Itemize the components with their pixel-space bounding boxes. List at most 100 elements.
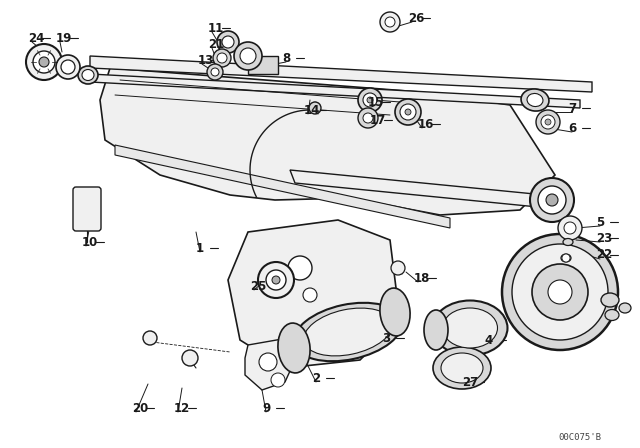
Text: 14: 14 [304,103,321,116]
Circle shape [512,244,608,340]
Circle shape [538,186,566,214]
Ellipse shape [294,303,402,361]
Circle shape [240,48,256,64]
Circle shape [211,68,219,76]
Ellipse shape [619,303,631,313]
Circle shape [541,115,555,129]
Text: 20: 20 [132,401,148,414]
Polygon shape [228,220,400,368]
Text: 17: 17 [370,113,387,126]
Circle shape [530,178,574,222]
Circle shape [234,42,262,70]
Circle shape [395,99,421,125]
Text: 15: 15 [368,95,385,108]
Circle shape [217,53,227,63]
Polygon shape [90,74,580,108]
Ellipse shape [78,66,98,84]
Circle shape [380,12,400,32]
Circle shape [258,262,294,298]
Ellipse shape [433,347,491,389]
Circle shape [39,57,49,67]
Circle shape [358,88,382,112]
Circle shape [222,36,234,48]
Ellipse shape [601,293,619,307]
Circle shape [358,108,378,128]
Circle shape [56,55,80,79]
Ellipse shape [561,254,571,262]
Ellipse shape [380,288,410,336]
Text: 10: 10 [82,236,99,249]
Ellipse shape [563,238,573,246]
Circle shape [303,288,317,302]
Circle shape [143,331,157,345]
Text: 23: 23 [596,232,612,245]
Text: 22: 22 [596,249,612,262]
Circle shape [363,113,373,123]
Polygon shape [245,338,295,390]
Text: 3: 3 [382,332,390,345]
Text: 8: 8 [282,52,291,65]
Circle shape [272,276,280,284]
Circle shape [545,119,551,125]
Polygon shape [90,56,592,92]
Text: 26: 26 [408,12,424,25]
Bar [248,56,278,74]
Circle shape [562,254,570,262]
Polygon shape [290,170,548,208]
FancyBboxPatch shape [73,187,101,231]
Text: 21: 21 [208,38,224,51]
Ellipse shape [82,69,94,81]
Text: 16: 16 [418,117,435,130]
Circle shape [532,264,588,320]
Circle shape [502,234,618,350]
Text: 27: 27 [462,375,478,388]
Text: 00C075'B: 00C075'B [559,434,602,443]
Text: 18: 18 [414,271,430,284]
Ellipse shape [424,310,448,350]
Circle shape [391,261,405,275]
Text: 24: 24 [28,31,44,44]
Circle shape [33,51,55,73]
Circle shape [536,110,560,134]
Circle shape [182,350,198,366]
Polygon shape [100,68,555,215]
Circle shape [564,222,576,234]
Text: 6: 6 [568,121,576,134]
Ellipse shape [433,301,508,356]
Text: 12: 12 [174,401,190,414]
Circle shape [207,64,223,80]
Ellipse shape [278,323,310,373]
Circle shape [61,60,75,74]
Text: 7: 7 [568,102,576,115]
Ellipse shape [441,353,483,383]
Circle shape [548,280,572,304]
Circle shape [288,256,312,280]
Ellipse shape [304,308,392,356]
Text: 19: 19 [56,31,72,44]
Circle shape [26,44,62,80]
Circle shape [385,17,395,27]
Text: 5: 5 [596,215,604,228]
Circle shape [266,270,286,290]
Circle shape [367,97,373,103]
Text: 13: 13 [198,53,214,66]
Ellipse shape [527,94,543,107]
Text: 9: 9 [262,401,270,414]
Text: 1: 1 [196,241,204,254]
Circle shape [271,373,285,387]
Circle shape [400,104,416,120]
Circle shape [558,216,582,240]
Text: 25: 25 [250,280,266,293]
Circle shape [217,31,239,53]
Circle shape [405,109,411,115]
Circle shape [546,194,558,206]
Text: 11: 11 [208,22,224,34]
Ellipse shape [521,89,549,111]
Ellipse shape [442,308,497,348]
Text: 2: 2 [312,371,320,384]
Circle shape [309,102,321,114]
Text: 4: 4 [484,333,492,346]
Circle shape [213,49,231,67]
Circle shape [363,93,377,107]
Ellipse shape [605,310,619,320]
